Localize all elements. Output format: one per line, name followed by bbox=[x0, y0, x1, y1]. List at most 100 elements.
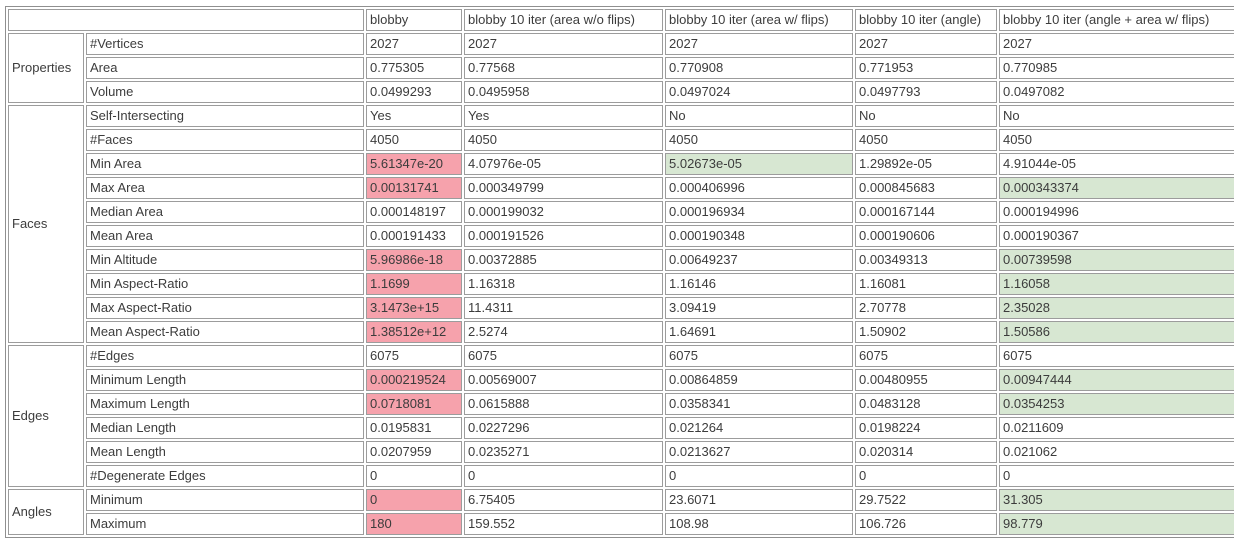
value-cell: 1.50586 bbox=[999, 321, 1234, 343]
value-cell: 5.96986e-18 bbox=[366, 249, 462, 271]
value-cell: 0.00739598 bbox=[999, 249, 1234, 271]
value-cell: 6.75405 bbox=[464, 489, 663, 511]
value-cell: No bbox=[665, 105, 853, 127]
value-cell: 0.0198224 bbox=[855, 417, 997, 439]
row-label: Area bbox=[86, 57, 364, 79]
value-cell: 0 bbox=[366, 489, 462, 511]
value-cell: 0.0497024 bbox=[665, 81, 853, 103]
value-cell: 0.0235271 bbox=[464, 441, 663, 463]
value-cell: 0.770908 bbox=[665, 57, 853, 79]
value-cell: 29.7522 bbox=[855, 489, 997, 511]
table-row: Max Aspect-Ratio 3.1473e+15 11.4311 3.09419… bbox=[8, 297, 1234, 319]
value-cell: 159.552 bbox=[464, 513, 663, 535]
value-cell: 0.000194996 bbox=[999, 201, 1234, 223]
value-cell: 6075 bbox=[366, 345, 462, 367]
value-cell: Yes bbox=[366, 105, 462, 127]
table-row: Properties #Vertices 2027 2027 2027 2027 2027 bbox=[8, 33, 1234, 103]
table-row: Minimum Length 0.000219524 0.00569007 0.008… bbox=[8, 369, 1234, 391]
value-cell: 0.0358341 bbox=[665, 393, 853, 415]
value-cell: 0.0615888 bbox=[464, 393, 663, 415]
row-label: Mean Area bbox=[86, 225, 364, 247]
value-cell: 0.000191433 bbox=[366, 225, 462, 247]
value-cell: 2027 bbox=[999, 33, 1234, 55]
table-row: Edges #Edges 6075 6075 6075 6075 6075 bbox=[8, 345, 1234, 487]
value-cell: 2.5274 bbox=[464, 321, 663, 343]
value-cell: 0.000196934 bbox=[665, 201, 853, 223]
value-cell: 1.38512e+12 bbox=[366, 321, 462, 343]
column-header: blobby 10 iter (angle) bbox=[855, 9, 997, 31]
value-cell: 0.000406996 bbox=[665, 177, 853, 199]
value-cell: 0.000190367 bbox=[999, 225, 1234, 247]
value-cell: 2027 bbox=[665, 33, 853, 55]
table-row: #Faces 4050 4050 4050 4050 4050 bbox=[8, 129, 1234, 151]
header-row: blobby blobby 10 iter (area w/o flips) blo… bbox=[8, 9, 1234, 31]
value-cell: 1.50902 bbox=[855, 321, 997, 343]
value-cell: 2.35028 bbox=[999, 297, 1234, 319]
group-label: Faces bbox=[8, 105, 84, 343]
table-row: Mean Aspect-Ratio 1.38512e+12 2.5274 1.6469… bbox=[8, 321, 1234, 343]
value-cell: 2027 bbox=[855, 33, 997, 55]
value-cell: 0.0211609 bbox=[999, 417, 1234, 439]
value-cell: 180 bbox=[366, 513, 462, 535]
row-label: Maximum Length bbox=[86, 393, 364, 415]
value-cell: 0.0497082 bbox=[999, 81, 1234, 103]
table-body: Properties #Vertices 2027 2027 2027 2027 2027 A… bbox=[8, 33, 1234, 535]
table-row: Mean Area 0.000191433 0.000191526 0.0001903… bbox=[8, 225, 1234, 247]
row-label: Minimum Length bbox=[86, 369, 364, 391]
row-label: Min Altitude bbox=[86, 249, 364, 271]
table-row: Area 0.775305 0.77568 0.770908 0.771953 0.770… bbox=[8, 57, 1234, 79]
table-row: Median Area 0.000148197 0.000199032 0.00019… bbox=[8, 201, 1234, 223]
value-cell: 0.000343374 bbox=[999, 177, 1234, 199]
value-cell: 4.91044e-05 bbox=[999, 153, 1234, 175]
table-row: #Degenerate Edges 0 0 0 0 0 bbox=[8, 465, 1234, 487]
row-label: #Faces bbox=[86, 129, 364, 151]
row-label: Self-Intersecting bbox=[86, 105, 364, 127]
row-label: Max Area bbox=[86, 177, 364, 199]
value-cell: 4050 bbox=[464, 129, 663, 151]
row-label: #Vertices bbox=[86, 33, 364, 55]
value-cell: 3.1473e+15 bbox=[366, 297, 462, 319]
table-row: Angles Minimum 0 6.75405 23.6071 29.7522 31.30… bbox=[8, 489, 1234, 535]
table-row: Maximum Length 0.0718081 0.0615888 0.035834… bbox=[8, 393, 1234, 415]
column-header: blobby 10 iter (angle + area w/ flips) bbox=[999, 9, 1234, 31]
value-cell: 0.00131741 bbox=[366, 177, 462, 199]
value-cell: 0.0207959 bbox=[366, 441, 462, 463]
value-cell: 0.00372885 bbox=[464, 249, 663, 271]
value-cell: 0.0497793 bbox=[855, 81, 997, 103]
value-cell: 0.771953 bbox=[855, 57, 997, 79]
row-label: Min Aspect-Ratio bbox=[86, 273, 364, 295]
value-cell: Yes bbox=[464, 105, 663, 127]
value-cell: 6075 bbox=[464, 345, 663, 367]
value-cell: 0 bbox=[464, 465, 663, 487]
value-cell: 0.021264 bbox=[665, 417, 853, 439]
value-cell: 0.021062 bbox=[999, 441, 1234, 463]
table-row: Median Length 0.0195831 0.0227296 0.021264 0… bbox=[8, 417, 1234, 439]
value-cell: 0.000845683 bbox=[855, 177, 997, 199]
row-label: #Edges bbox=[86, 345, 364, 367]
value-cell: 4050 bbox=[665, 129, 853, 151]
value-cell: 0.00864859 bbox=[665, 369, 853, 391]
row-label: Maximum bbox=[86, 513, 364, 535]
column-header: blobby 10 iter (area w/o flips) bbox=[464, 9, 663, 31]
value-cell: 3.09419 bbox=[665, 297, 853, 319]
value-cell: 0 bbox=[855, 465, 997, 487]
value-cell: 6075 bbox=[665, 345, 853, 367]
group-label: Properties bbox=[8, 33, 84, 103]
value-cell: 2027 bbox=[464, 33, 663, 55]
table-row: Faces Self-Intersecting Yes Yes No No No bbox=[8, 105, 1234, 343]
value-cell: 4050 bbox=[855, 129, 997, 151]
value-cell: 0.000148197 bbox=[366, 201, 462, 223]
corner-cell bbox=[8, 9, 364, 31]
value-cell: 31.305 bbox=[999, 489, 1234, 511]
table-row: Min Area 5.61347e-20 4.07976e-05 5.02673e-0… bbox=[8, 153, 1234, 175]
row-label: Mean Aspect-Ratio bbox=[86, 321, 364, 343]
table-row: Max Area 0.00131741 0.000349799 0.000406996… bbox=[8, 177, 1234, 199]
value-cell: 1.16058 bbox=[999, 273, 1234, 295]
value-cell: 0.0483128 bbox=[855, 393, 997, 415]
row-label: Max Aspect-Ratio bbox=[86, 297, 364, 319]
value-cell: 1.1699 bbox=[366, 273, 462, 295]
value-cell: 0.000167144 bbox=[855, 201, 997, 223]
value-cell: 0.00349313 bbox=[855, 249, 997, 271]
value-cell: 2027 bbox=[366, 33, 462, 55]
value-cell: 0 bbox=[366, 465, 462, 487]
